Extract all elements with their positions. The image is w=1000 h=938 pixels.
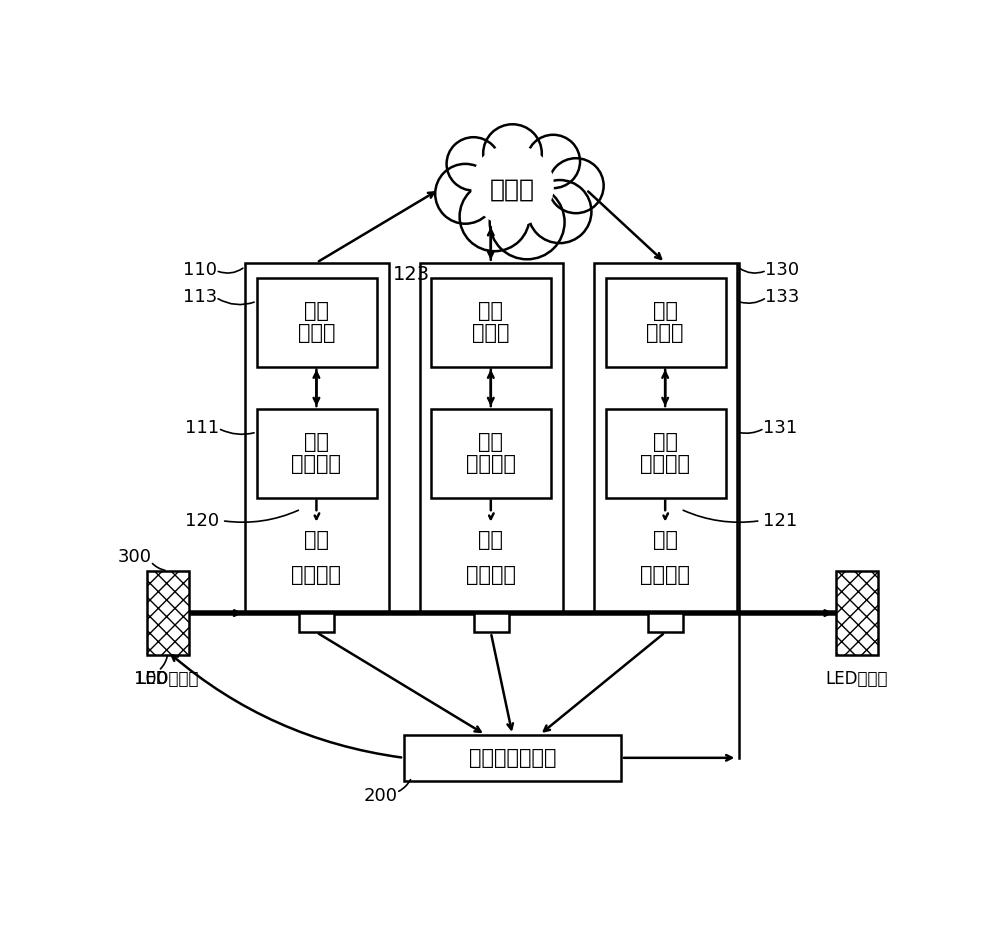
Text: 131: 131 [763, 419, 797, 437]
Text: LED筱体入: LED筱体入 [136, 670, 199, 688]
Text: 图像: 图像 [478, 432, 503, 452]
Text: 120: 120 [185, 511, 220, 530]
Text: 红色: 红色 [304, 530, 329, 550]
Text: 局域网: 局域网 [490, 177, 535, 202]
Text: 130: 130 [765, 262, 799, 280]
Text: 100: 100 [134, 670, 168, 688]
Text: 图像: 图像 [304, 432, 329, 452]
Text: 133: 133 [765, 288, 799, 307]
Text: 200: 200 [364, 787, 398, 806]
Circle shape [472, 145, 553, 226]
Bar [245, 263, 388, 613]
Text: 121: 121 [763, 511, 797, 530]
Text: LED筱体出: LED筱体出 [825, 670, 888, 688]
Text: 采集设备: 采集设备 [291, 454, 341, 474]
Text: 采集设备: 采集设备 [640, 454, 690, 474]
Bar [474, 613, 509, 632]
Text: 111: 111 [185, 419, 220, 437]
Bar [420, 263, 563, 613]
Circle shape [548, 159, 604, 213]
Circle shape [447, 137, 500, 190]
Text: 123: 123 [393, 265, 430, 284]
Text: 110: 110 [183, 262, 217, 280]
Circle shape [528, 180, 591, 243]
Bar [431, 278, 551, 367]
Bar [257, 409, 377, 497]
Text: 画面拍摄: 画面拍摄 [291, 565, 341, 584]
Text: 画面拍摄: 画面拍摄 [466, 565, 516, 584]
Bar [257, 278, 377, 367]
Text: 计算机: 计算机 [298, 323, 335, 342]
Circle shape [483, 124, 542, 183]
Circle shape [460, 182, 530, 251]
Text: 画面拍摄: 画面拍摄 [640, 565, 690, 584]
Text: 暗室: 暗室 [653, 301, 678, 321]
Text: 暗室: 暗室 [478, 301, 503, 321]
Text: 采集设备: 采集设备 [466, 454, 516, 474]
Bar [594, 263, 737, 613]
Bar [606, 409, 726, 497]
Bar [299, 613, 334, 632]
Text: 300: 300 [118, 548, 152, 566]
Bar [431, 409, 551, 497]
Text: 暗室: 暗室 [304, 301, 329, 321]
Bar [404, 734, 621, 781]
Circle shape [526, 135, 580, 189]
Bar [648, 613, 683, 632]
Circle shape [435, 164, 495, 223]
Text: 绿色: 绿色 [478, 530, 503, 550]
Circle shape [490, 185, 565, 259]
Text: 计算机: 计算机 [646, 323, 684, 342]
Text: 计算机: 计算机 [472, 323, 510, 342]
Text: 图像: 图像 [653, 432, 678, 452]
Text: 113: 113 [183, 288, 217, 307]
Text: 轨道计算机系统: 轨道计算机系统 [469, 748, 556, 768]
Text: 蓝色: 蓝色 [653, 530, 678, 550]
Bar [606, 278, 726, 367]
Bar [147, 570, 189, 656]
Bar [836, 570, 878, 656]
